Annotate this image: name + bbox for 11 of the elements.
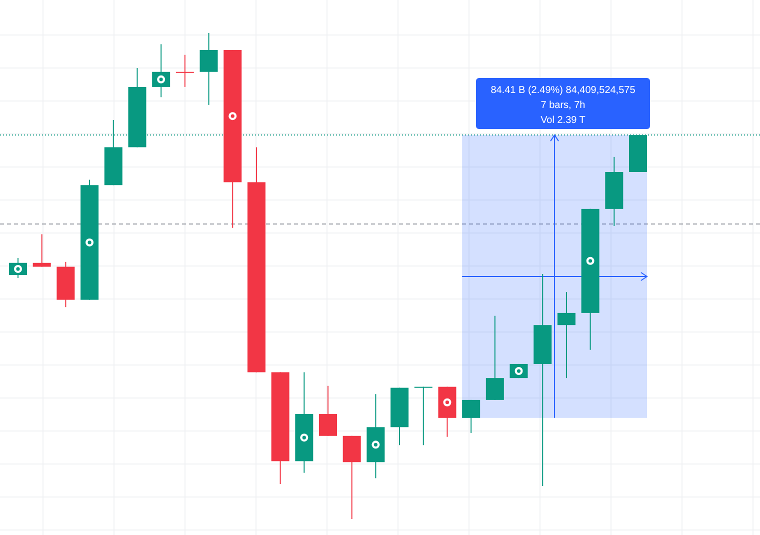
candlestick: [557, 292, 576, 379]
candlestick: [176, 54, 194, 88]
candlestick: [462, 399, 480, 434]
candlestick: [414, 386, 432, 446]
annotation: 84.41 B (2.49%) 84,409,524,575: [490, 85, 636, 96]
annotation: 7 bars, 7h: [540, 100, 586, 111]
candlestick: [32, 234, 51, 268]
annotation: Vol 2.39 T: [540, 115, 586, 126]
candlestick: [486, 315, 504, 400]
candlestick: [319, 385, 337, 436]
candlestick: [200, 32, 218, 106]
